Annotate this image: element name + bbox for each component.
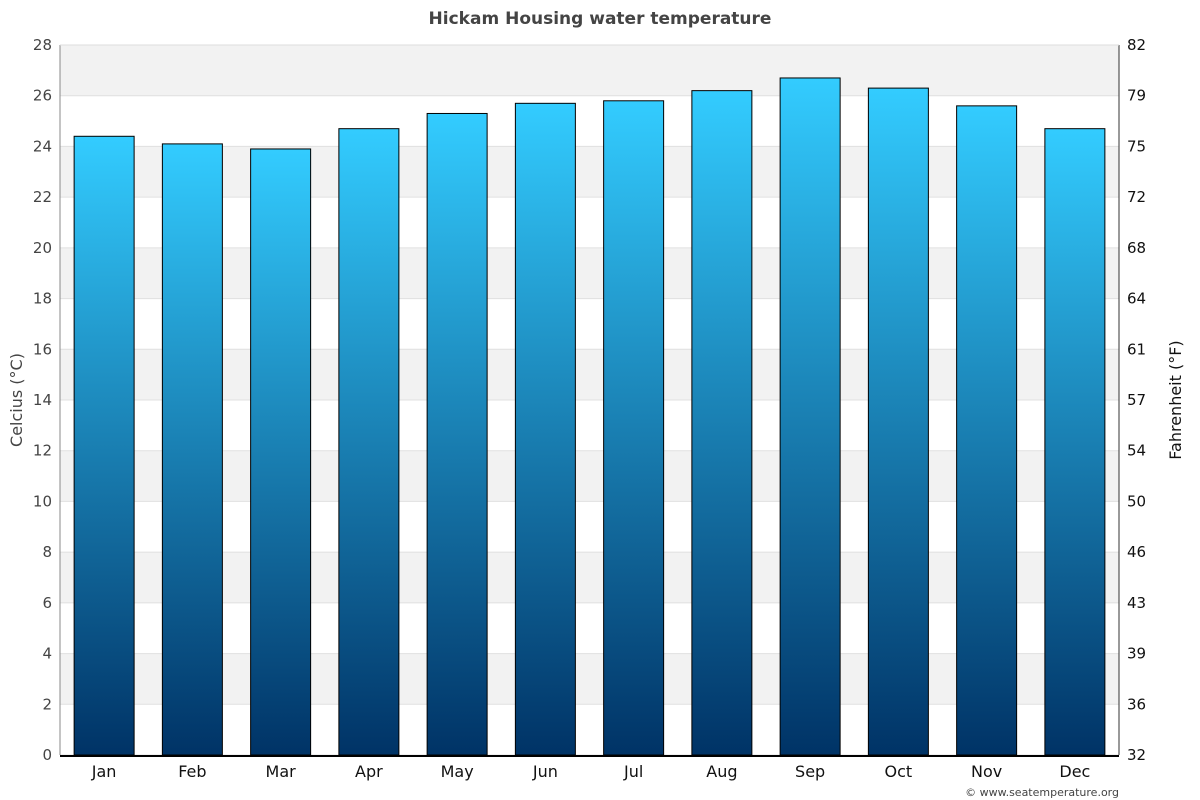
- y-tick-label-right: 43: [1127, 594, 1146, 612]
- x-tick-label: Nov: [971, 762, 1002, 781]
- grid-band: [60, 602, 1119, 654]
- y-tick-label-right: 68: [1127, 239, 1146, 257]
- x-tick-label: Dec: [1059, 762, 1090, 781]
- grid-band: [60, 450, 1119, 502]
- y-tick-label-left: 10: [33, 492, 52, 510]
- y-tick-label-right: 82: [1127, 36, 1146, 54]
- bar-jun: [514, 102, 576, 756]
- x-tick-label: Jan: [91, 762, 117, 781]
- x-tick-label: May: [441, 762, 474, 781]
- bar-oct: [867, 87, 929, 756]
- y-tick-label-right: 36: [1127, 695, 1146, 713]
- grid-band: [60, 45, 1119, 96]
- grid-band: [60, 197, 1119, 248]
- bar-dec: [1044, 128, 1106, 756]
- y-tick-label-left: 0: [42, 746, 52, 764]
- grid-band: [60, 653, 1119, 705]
- y-axis-label-right: Fahrenheit (°F): [1166, 340, 1185, 459]
- y-tick-label-right: 39: [1127, 645, 1146, 663]
- x-tick-label: Feb: [178, 762, 206, 781]
- y-tick-label-left: 22: [33, 188, 52, 206]
- y-tick-label-left: 8: [42, 543, 52, 561]
- x-tick-label: Jun: [532, 762, 558, 781]
- x-tick-label: Aug: [706, 762, 737, 781]
- y-tick-label-right: 46: [1127, 543, 1146, 561]
- y-tick-label-left: 24: [33, 137, 52, 155]
- y-tick-label-left: 28: [33, 36, 52, 54]
- y-tick-label-left: 20: [33, 239, 52, 257]
- bar-jul: [603, 100, 665, 756]
- credit-text: © www.seatemperature.org: [965, 786, 1119, 799]
- y-tick-label-right: 32: [1127, 746, 1146, 764]
- grid-band: [60, 704, 1119, 755]
- bar-may: [426, 112, 488, 756]
- grid-band: [60, 552, 1119, 603]
- grid-band: [60, 400, 1119, 451]
- y-tick-label-left: 14: [33, 391, 52, 409]
- grid-band: [60, 247, 1119, 299]
- y-tick-label-right: 72: [1127, 188, 1146, 206]
- bar-aug: [691, 90, 753, 756]
- grid-band: [60, 501, 1119, 553]
- y-tick-label-left: 4: [42, 645, 52, 663]
- y-tick-label-right: 54: [1127, 442, 1146, 460]
- bar-jan: [73, 135, 135, 756]
- bar-sep: [779, 77, 841, 756]
- grid-band: [60, 146, 1119, 198]
- grid-band: [60, 95, 1119, 147]
- y-tick-label-left: 18: [33, 290, 52, 308]
- y-tick-label-left: 12: [33, 442, 52, 460]
- grid-band: [60, 349, 1119, 400]
- bar-apr: [338, 128, 400, 756]
- y-tick-label-right: 75: [1127, 137, 1146, 155]
- grid-band: [60, 298, 1119, 350]
- y-tick-label-left: 26: [33, 87, 52, 105]
- x-tick-label: Apr: [355, 762, 383, 781]
- y-tick-label-right: 64: [1127, 290, 1146, 308]
- y-tick-label-left: 16: [33, 340, 52, 358]
- y-tick-label-left: 2: [42, 695, 52, 713]
- y-axis-label-left: Celcius (°C): [7, 353, 26, 447]
- chart-title: Hickam Housing water temperature: [429, 9, 772, 29]
- x-tick-label: Jul: [623, 762, 643, 781]
- bar-mar: [250, 148, 312, 756]
- bar-nov: [956, 105, 1018, 756]
- bar-feb: [161, 143, 223, 756]
- y-tick-label-right: 79: [1127, 87, 1146, 105]
- x-tick-label: Oct: [885, 762, 913, 781]
- y-tick-label-left: 6: [42, 594, 52, 612]
- y-tick-label-right: 61: [1127, 340, 1146, 358]
- y-tick-label-right: 50: [1127, 492, 1146, 510]
- x-tick-label: Sep: [795, 762, 825, 781]
- y-tick-label-right: 57: [1127, 391, 1146, 409]
- x-tick-label: Mar: [266, 762, 297, 781]
